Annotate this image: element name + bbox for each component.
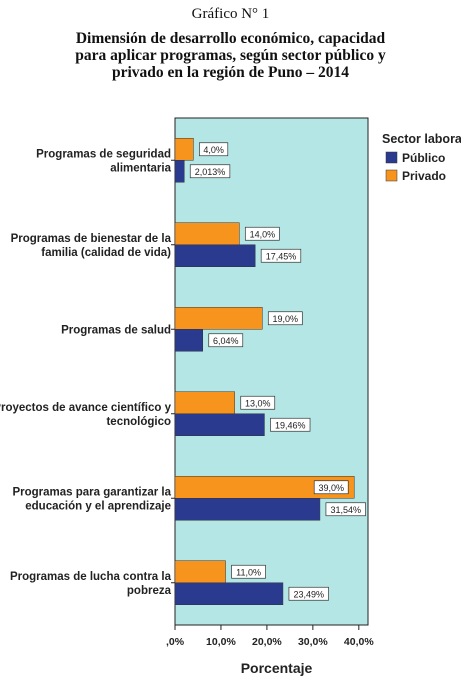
data-label: 14,0% <box>250 229 276 239</box>
bar-publico <box>174 244 256 267</box>
category-label: educación y el aprendizaje <box>25 500 171 512</box>
category-label: Programas de bienestar de la <box>11 233 172 245</box>
plot-area <box>174 117 369 626</box>
data-label-box <box>240 395 276 410</box>
legend-label: Privado <box>402 169 446 183</box>
bar-privado <box>174 138 194 161</box>
category-label: Programas para garantizar la <box>12 486 171 498</box>
category-label: alimentaria <box>110 162 171 174</box>
chart-title-line-2: para aplicar programas, según sector púb… <box>75 47 386 64</box>
legend-label: Público <box>402 151 445 165</box>
bar-privado <box>174 222 240 245</box>
data-label-box <box>270 417 311 432</box>
bar-privado <box>174 307 263 330</box>
x-tick-label: 10,0% <box>206 636 236 648</box>
data-label: 31,54% <box>330 505 361 515</box>
data-label: 11,0% <box>236 567 261 577</box>
data-label: 4,0% <box>203 145 224 155</box>
data-label-box <box>244 226 280 241</box>
data-label: 6,04% <box>213 336 239 346</box>
data-label-box <box>325 502 366 517</box>
bar-publico <box>174 160 185 183</box>
data-label: 19,0% <box>273 314 299 324</box>
bar-publico <box>174 582 284 605</box>
x-axis-label: Porcentaje <box>241 660 313 676</box>
data-label-box <box>231 564 266 579</box>
x-tick-label: 40,0% <box>344 636 374 648</box>
data-label-box <box>189 164 231 179</box>
chart-title: Dimensión de desarrollo económico, capac… <box>20 30 441 81</box>
category-label: Programas de lucha contra la <box>10 571 172 583</box>
data-label: 19,46% <box>275 420 306 430</box>
legend-title: Sector laboral <box>382 132 461 146</box>
data-label-box <box>199 142 229 157</box>
data-label-box <box>260 248 302 263</box>
bar-publico <box>174 498 321 521</box>
data-label: 13,0% <box>245 398 271 408</box>
data-label-box <box>208 333 244 348</box>
x-tick-label: ,0% <box>166 636 185 648</box>
x-tick-label: 20,0% <box>252 636 282 648</box>
data-label: 23,49% <box>293 589 324 599</box>
data-label-box <box>267 311 303 326</box>
category-label: pobreza <box>127 585 172 597</box>
category-label: Programas de seguridad <box>36 148 171 160</box>
bar-publico <box>174 329 204 352</box>
data-label-box <box>288 586 329 601</box>
data-label: 17,45% <box>266 251 297 261</box>
category-label: Proyectos de avance científico y <box>0 402 172 414</box>
data-label: 2,013% <box>195 167 226 177</box>
data-label: 39,0% <box>318 483 344 493</box>
chart-title-line-1: Dimensión de desarrollo económico, capac… <box>75 30 386 47</box>
category-label: Programas de salud <box>61 324 171 336</box>
bar-privado <box>174 560 226 583</box>
legend-swatch-publico <box>385 151 398 164</box>
legend-swatch-privado <box>385 169 398 182</box>
category-label: familia (calidad de vida) <box>41 247 171 259</box>
bar-publico <box>174 413 265 436</box>
category-label: tecnológico <box>106 416 171 428</box>
data-label-box <box>313 480 349 495</box>
figure-label: Gráfico N° 1 <box>191 6 270 22</box>
bar-privado <box>174 391 235 414</box>
chart-title-line-3: privado en la región de Puno – 2014 <box>112 64 349 81</box>
x-tick-label: 30,0% <box>298 636 328 648</box>
